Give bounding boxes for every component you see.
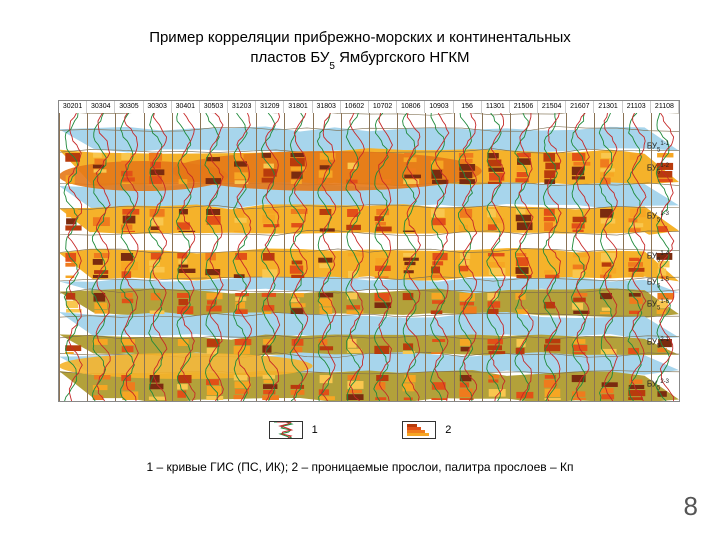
track-separator bbox=[228, 113, 229, 401]
well-header: 31203 bbox=[228, 101, 256, 113]
track-separator bbox=[172, 113, 173, 401]
well-header: 30401 bbox=[172, 101, 200, 113]
track-separator bbox=[425, 113, 426, 401]
layer-label: БУ51-5 bbox=[647, 277, 669, 289]
well-header: 31209 bbox=[256, 101, 284, 113]
track-separator bbox=[256, 113, 257, 401]
track-separator bbox=[623, 113, 624, 401]
layer-label: БУ51-6 bbox=[647, 299, 669, 311]
well-header: 21504 bbox=[538, 101, 566, 113]
track-separator bbox=[510, 113, 511, 401]
track-separator bbox=[594, 113, 595, 401]
layer-label: БУ51-3 bbox=[647, 211, 669, 223]
footnote: 1 – кривые ГИС (ПС, ИК); 2 – проницаемые… bbox=[0, 460, 720, 474]
well-header: 10903 bbox=[425, 101, 453, 113]
layer-label: БУ51-4 bbox=[647, 251, 669, 263]
well-header: 31803 bbox=[313, 101, 341, 113]
legend-item-1: 1 bbox=[269, 421, 318, 439]
well-header: 21301 bbox=[594, 101, 622, 113]
well-header: 21607 bbox=[566, 101, 594, 113]
well-header: 21103 bbox=[623, 101, 651, 113]
correlation-chart: 3020130304303053030330401305033120331209… bbox=[58, 100, 680, 402]
track-separator bbox=[538, 113, 539, 401]
well-header: 11301 bbox=[482, 101, 510, 113]
track-separator bbox=[482, 113, 483, 401]
track-separator bbox=[144, 113, 145, 401]
track-separator bbox=[200, 113, 201, 401]
legend-swatch-perm bbox=[402, 421, 436, 439]
well-header: 30305 bbox=[115, 101, 143, 113]
title-line2b: Ямбургского НГКМ bbox=[335, 49, 470, 66]
page-number: 8 bbox=[684, 491, 698, 522]
slide-title: Пример корреляции прибрежно-морских и ко… bbox=[0, 28, 720, 71]
well-header: 21108 bbox=[651, 101, 679, 113]
layer-label: БУ52-3 bbox=[647, 379, 669, 391]
title-line2-sub: 5 bbox=[329, 61, 335, 72]
well-header: 21506 bbox=[510, 101, 538, 113]
track-separator bbox=[59, 113, 60, 401]
well-header: 31801 bbox=[284, 101, 312, 113]
well-header: 30503 bbox=[200, 101, 228, 113]
well-header: 30303 bbox=[144, 101, 172, 113]
track-separator bbox=[313, 113, 314, 401]
layer-label: БУ51-1 bbox=[647, 141, 669, 153]
well-header: 30201 bbox=[59, 101, 87, 113]
track-separator bbox=[284, 113, 285, 401]
track-separator bbox=[87, 113, 88, 401]
track-separator bbox=[341, 113, 342, 401]
legend-num-1: 1 bbox=[312, 424, 318, 436]
well-header: 10806 bbox=[397, 101, 425, 113]
track-separator bbox=[566, 113, 567, 401]
title-line1: Пример корреляции прибрежно-морских и ко… bbox=[149, 29, 571, 46]
well-header: 10702 bbox=[369, 101, 397, 113]
track-separator bbox=[454, 113, 455, 401]
legend-num-2: 2 bbox=[445, 424, 451, 436]
title-line2a: пластов БУ bbox=[250, 49, 329, 66]
legend-swatch-curves bbox=[269, 421, 303, 439]
legend-item-2: 2 bbox=[402, 421, 451, 439]
well-header: 30304 bbox=[87, 101, 115, 113]
track-separator bbox=[115, 113, 116, 401]
track-separator bbox=[369, 113, 370, 401]
legend: 1 2 bbox=[0, 420, 720, 439]
layer-label: БУ51-2 bbox=[647, 163, 669, 175]
well-header: 156 bbox=[454, 101, 482, 113]
well-header: 10602 bbox=[341, 101, 369, 113]
layer-label: БУ52-1 bbox=[647, 337, 669, 349]
track-separator bbox=[397, 113, 398, 401]
